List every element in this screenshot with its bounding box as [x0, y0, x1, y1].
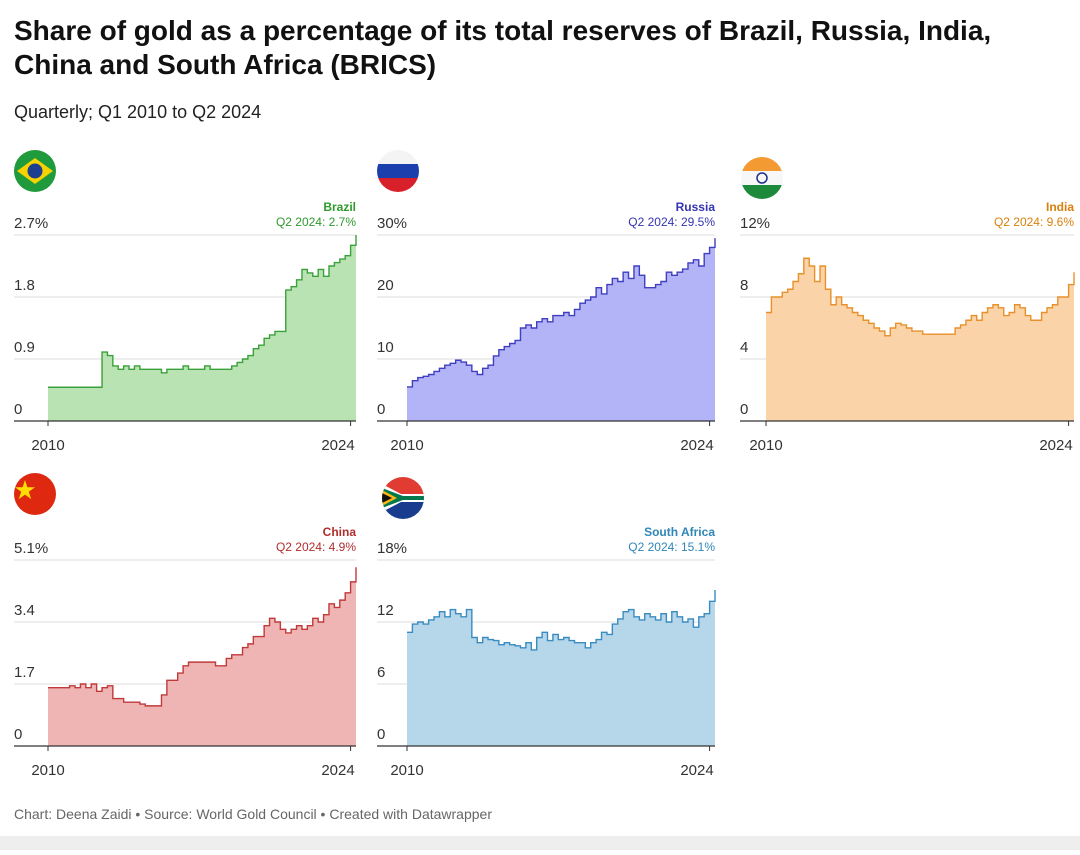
y-tick-label: 12: [377, 602, 394, 619]
panel-title: India: [1046, 200, 1074, 214]
y-tick-label: 0: [14, 401, 22, 418]
y-tick-label: 3.4: [14, 602, 35, 619]
flag-china: [14, 473, 56, 515]
panel-title: China: [323, 525, 357, 539]
panel-annotation: Q2 2024: 15.1%: [628, 540, 715, 554]
flag-south-africa: [382, 477, 424, 519]
y-tick-label: 1.7: [14, 664, 35, 681]
y-tick-label: 20: [377, 277, 394, 294]
line: [48, 235, 357, 388]
y-tick-label: 12%: [740, 215, 770, 232]
line: [48, 567, 357, 707]
footer: Chart: Deena Zaidi • Source: World Gold …: [14, 806, 492, 822]
y-tick-label: 6: [377, 664, 385, 681]
y-tick-label: 1.8: [14, 277, 35, 294]
x-tick-label: 2010: [390, 437, 423, 454]
x-tick-label: 2010: [31, 762, 64, 779]
panel-annotation: Q2 2024: 2.7%: [276, 215, 356, 229]
title-box: Share of gold as a percentage of its tot…: [14, 15, 992, 80]
line: [766, 257, 1075, 337]
panel-annotation: Q2 2024: 29.5%: [628, 215, 715, 229]
x-tick-label: 2010: [390, 762, 423, 779]
flag-russia: [377, 150, 419, 192]
y-tick-label: 8: [740, 277, 748, 294]
line: [407, 238, 716, 388]
x-tick-label: 2024: [680, 762, 713, 779]
area: [407, 238, 715, 421]
flag-india: [741, 157, 783, 199]
y-tick-label: 4: [740, 339, 748, 356]
x-tick-label: 2010: [749, 437, 782, 454]
y-tick-label: 2.7%: [14, 215, 48, 232]
y-tick-label: 5.1%: [14, 540, 48, 557]
y-tick-label: 0: [14, 726, 22, 743]
bottom-strip: [0, 836, 1080, 850]
y-tick-label: 0: [740, 401, 748, 418]
y-tick-label: 30%: [377, 215, 407, 232]
y-tick-label: 10: [377, 339, 394, 356]
panel-title: South Africa: [644, 525, 715, 539]
area: [48, 567, 356, 746]
x-tick-label: 2010: [31, 437, 64, 454]
panel-title: Brazil: [323, 200, 356, 214]
x-tick-label: 2024: [321, 437, 354, 454]
area: [48, 235, 356, 421]
area: [407, 589, 715, 746]
line: [407, 589, 716, 651]
y-tick-label: 0.9: [14, 339, 35, 356]
x-tick-label: 2024: [1039, 437, 1072, 454]
y-tick-label: 0: [377, 401, 385, 418]
panel-annotation: Q2 2024: 4.9%: [276, 540, 356, 554]
flag-brazil: [14, 150, 56, 192]
panel-annotation: Q2 2024: 9.6%: [994, 215, 1074, 229]
x-tick-label: 2024: [321, 762, 354, 779]
panel-title: Russia: [676, 200, 716, 214]
y-tick-label: 0: [377, 726, 385, 743]
y-tick-label: 18%: [377, 540, 407, 557]
area: [766, 258, 1074, 421]
subtitle: Quarterly; Q1 2010 to Q2 2024: [14, 102, 261, 122]
chart-title: Share of gold as a percentage of its tot…: [14, 15, 992, 80]
x-tick-label: 2024: [680, 437, 713, 454]
